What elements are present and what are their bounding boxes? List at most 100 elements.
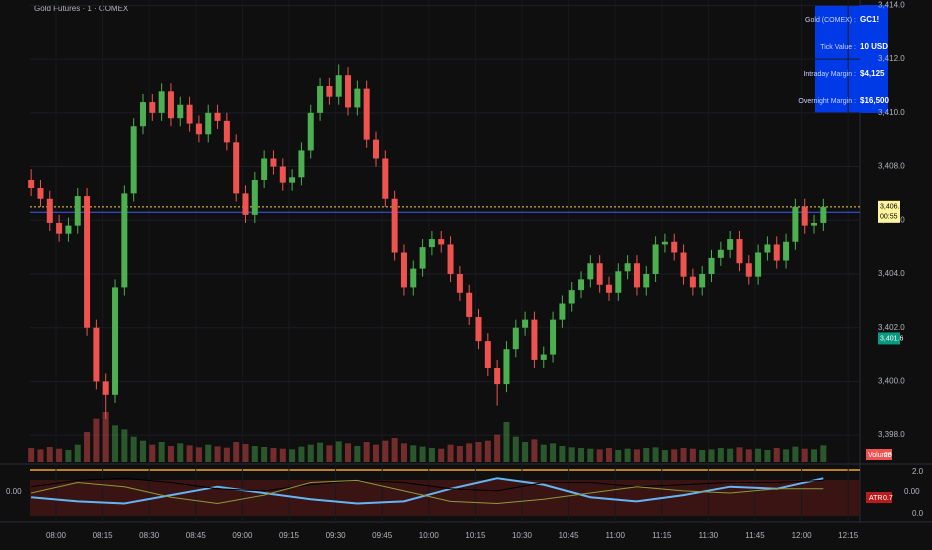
y-tick-label: 3,412.0 <box>878 54 905 63</box>
candle-body <box>708 257 715 274</box>
volume-bar <box>717 448 724 462</box>
info-value: $16,500 <box>860 96 889 105</box>
volume-bar <box>354 446 361 462</box>
x-tick-label: 09:00 <box>232 531 253 540</box>
volume-bar <box>783 449 790 462</box>
y-tick-label: 3,410.0 <box>878 108 905 117</box>
volume-bar <box>56 448 63 462</box>
x-tick-label: 11:45 <box>745 531 765 540</box>
volume-bar <box>680 448 687 462</box>
x-tick-label: 09:15 <box>279 531 300 540</box>
volume-bar <box>624 448 631 462</box>
volume-bar <box>559 446 566 462</box>
volume-bar <box>596 449 603 462</box>
volume-label: 20 <box>884 452 892 459</box>
y-tick-label: 3,398.0 <box>878 430 905 439</box>
volume-bar <box>186 445 193 462</box>
volume-bar <box>317 442 324 462</box>
candle-body <box>251 179 258 215</box>
volume-bar <box>177 443 184 462</box>
candle-body <box>456 273 463 293</box>
volume-bar <box>484 440 491 462</box>
volume-bar <box>699 450 706 462</box>
candle-body <box>158 91 165 113</box>
indicator-line <box>31 477 824 492</box>
candle-body <box>578 279 585 291</box>
volume-bar <box>428 448 435 462</box>
info-value: 10 USD <box>860 42 888 51</box>
candle-body <box>727 239 734 250</box>
price-label-box <box>878 200 900 223</box>
candle-body <box>205 112 212 135</box>
volume-bar <box>438 448 445 462</box>
volume-bar <box>102 412 109 462</box>
volume-bar <box>587 448 594 462</box>
candle-body <box>550 319 557 355</box>
candle-body <box>382 158 389 199</box>
volume-bar <box>661 450 668 462</box>
candle-body <box>139 102 146 127</box>
y-tick-label: 3,408.0 <box>878 162 905 171</box>
candle-body <box>447 244 454 274</box>
volume-bar <box>130 436 137 462</box>
candle-body <box>652 244 659 274</box>
volume-bar <box>522 442 529 462</box>
price-label-sub: 00:55 <box>880 214 898 221</box>
volume-bar <box>270 448 277 462</box>
volume-bar <box>121 429 128 462</box>
y-tick-label: 3,400.0 <box>878 377 905 386</box>
x-tick-label: 11:30 <box>699 531 719 540</box>
indicator-label: 0.7 <box>883 495 893 502</box>
volume-bar <box>410 445 417 462</box>
x-tick-label: 10:15 <box>465 531 486 540</box>
indicator-name: ATR <box>869 495 882 502</box>
volume-bar <box>205 444 212 462</box>
volume-bar <box>503 422 510 462</box>
volume-bar <box>456 446 463 462</box>
candle-body <box>354 88 361 108</box>
candle-body <box>289 177 296 183</box>
candle-body <box>400 252 407 288</box>
volume-bar <box>764 450 771 462</box>
candle-body <box>512 327 519 350</box>
volume-bar <box>279 448 286 462</box>
volume-bar <box>335 441 342 462</box>
candle-body <box>605 284 612 293</box>
indicator-left-label: 0.00 <box>6 487 22 496</box>
volume-bar <box>736 447 743 462</box>
volume-bar <box>307 444 314 462</box>
volume-bar <box>149 444 156 462</box>
candle-body <box>428 239 435 248</box>
candle-body <box>363 88 370 140</box>
x-tick-label: 09:45 <box>372 531 393 540</box>
price-label-box <box>878 332 900 345</box>
x-tick-label: 12:00 <box>792 531 813 540</box>
y-tick-label: 3,402.0 <box>878 323 905 332</box>
candle-body <box>167 91 174 119</box>
candle-body <box>494 367 501 385</box>
candle-body <box>102 381 109 395</box>
x-tick-label: 10:30 <box>512 531 533 540</box>
candle-body <box>177 104 184 119</box>
candle-body <box>65 225 72 234</box>
x-tick-label: 08:45 <box>186 531 207 540</box>
indicator-line <box>31 477 824 505</box>
volume-bar <box>633 449 640 462</box>
volume-bar <box>540 444 547 462</box>
volume-bar <box>820 445 827 462</box>
candle-body <box>419 247 426 269</box>
volume-bar <box>391 438 398 462</box>
candle-body <box>74 196 81 226</box>
volume-bar <box>65 450 72 462</box>
candle-body <box>93 327 100 382</box>
volume-bar <box>512 436 519 462</box>
indicator-tick-label: 2.0 <box>912 467 924 476</box>
info-value: GC1! <box>860 15 879 24</box>
candle-body <box>764 244 771 253</box>
volume-bar <box>158 442 165 462</box>
x-tick-label: 12:15 <box>838 531 859 540</box>
candle-body <box>503 349 510 385</box>
volume-bar <box>792 446 799 462</box>
volume-bar <box>251 446 258 462</box>
